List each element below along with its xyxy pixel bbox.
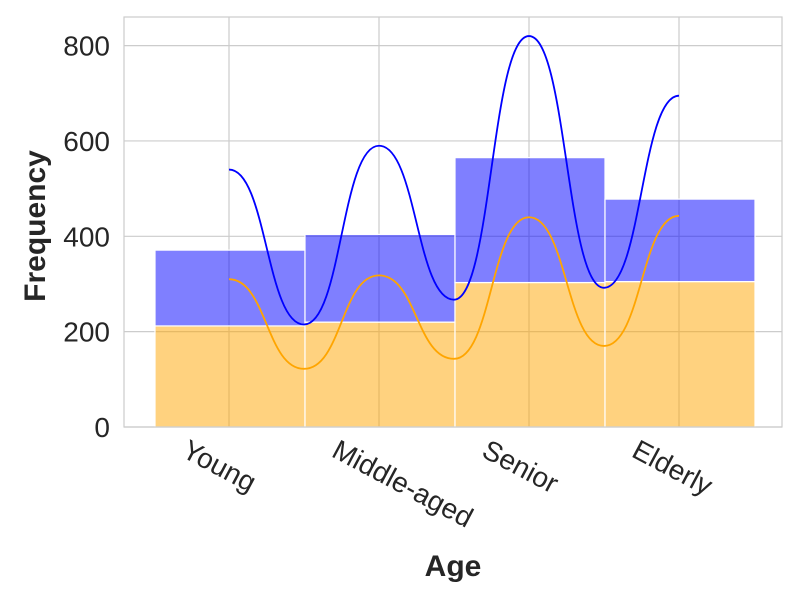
y-tick-label: 0 xyxy=(94,412,110,443)
y-tick-labels: 0 200 400 600 800 xyxy=(63,31,110,443)
x-tick-labels: Young Middle-aged Senior Elderly xyxy=(177,434,717,534)
x-tick-label: Senior xyxy=(477,434,563,499)
y-axis-title: Frequency xyxy=(19,150,52,302)
bar-lower-senior xyxy=(454,281,606,428)
y-tick-label: 800 xyxy=(63,31,110,62)
curves xyxy=(228,35,680,370)
y-tick-label: 200 xyxy=(63,317,110,348)
x-tick-label: Middle-aged xyxy=(327,434,478,534)
bar-upper-young xyxy=(154,249,306,327)
x-tick-label: Young xyxy=(177,434,261,498)
bar-lower-elderly xyxy=(604,280,756,428)
curve-orange xyxy=(228,214,680,370)
bar-upper-middle-aged xyxy=(304,233,456,323)
bar-upper-senior xyxy=(454,157,606,284)
y-tick-label: 400 xyxy=(63,221,110,252)
bars xyxy=(154,157,756,428)
bar-upper-elderly xyxy=(604,198,756,283)
bar-lower-middle-aged xyxy=(304,321,456,428)
x-tick-label: Elderly xyxy=(627,434,717,502)
bar-lower-young xyxy=(154,325,306,428)
plot-frame xyxy=(123,16,783,428)
curve-blue xyxy=(228,35,680,326)
y-tick-label: 600 xyxy=(63,126,110,157)
x-axis-title: Age xyxy=(425,550,482,583)
